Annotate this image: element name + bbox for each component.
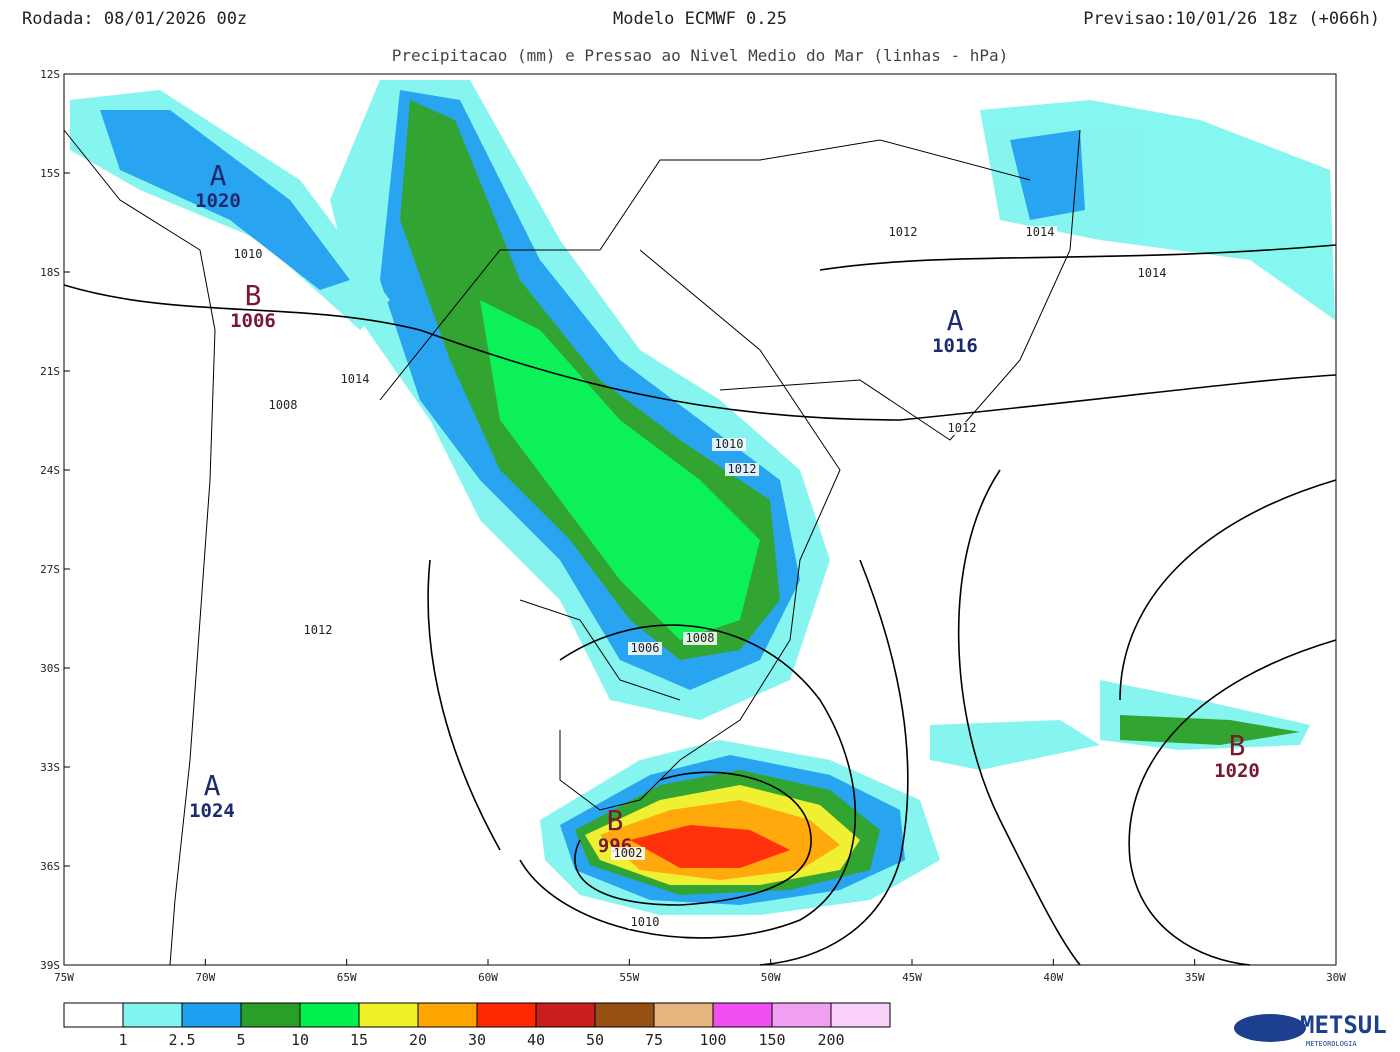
colorbar-swatch (594, 1002, 655, 1028)
lon-label: 35W (1185, 971, 1205, 984)
isobar-label-bg (231, 248, 265, 261)
colorbar-label: 50 (586, 1031, 604, 1049)
lat-label: 39S (40, 959, 60, 972)
lat-label: 18S (40, 266, 60, 279)
colorbar-swatch (358, 1002, 419, 1028)
run-label: Rodada: 08/01/2026 00z (22, 9, 247, 29)
lat-label: 15S (40, 167, 60, 180)
isobar-label: 1010 (631, 915, 660, 929)
lon-label: 45W (902, 971, 922, 984)
isobar-label-bg (301, 624, 335, 637)
colorbar-swatch (830, 1002, 891, 1028)
isobar-label-bg (945, 422, 979, 435)
isobar-label: 1012 (889, 225, 918, 239)
isobar-label-bg (266, 399, 300, 412)
pressure-center-letter: A (210, 159, 227, 192)
lon-label: 65W (337, 971, 357, 984)
lon-label: 40W (1043, 971, 1063, 984)
boundaries (63, 129, 1081, 966)
colorbar-label: 40 (527, 1031, 545, 1049)
colorbar-swatch (63, 1002, 124, 1028)
isobar-label: 1012 (304, 623, 333, 637)
isobar-label: 1014 (1026, 225, 1055, 239)
lat-label: 24S (40, 464, 60, 477)
pressure-center-letter: A (204, 769, 221, 802)
isobar-label: 1010 (715, 437, 744, 451)
lon-label: 50W (761, 971, 781, 984)
isobar-label: 1014 (1138, 266, 1167, 280)
model-label: Modelo ECMWF 0.25 (613, 9, 787, 29)
colorbar-swatch (771, 1002, 832, 1028)
lat-label: 30S (40, 662, 60, 675)
lon-label: 30W (1326, 971, 1346, 984)
colorbar-swatch (417, 1002, 478, 1028)
colorbar-swatch (476, 1002, 537, 1028)
isobar-label: 1008 (269, 398, 298, 412)
colorbar-swatch (240, 1002, 301, 1028)
isobar-label: 1012 (728, 462, 757, 476)
isobar-label-bg (712, 438, 746, 451)
isobar-label-bg (1135, 267, 1169, 280)
lon-label: 70W (195, 971, 215, 984)
colorbar: 1 2.5 5 10 15 20 30 40 50 75 100 150 200 (63, 1002, 891, 1049)
logo-name: METSUL (1300, 1011, 1387, 1039)
colorbar-swatch (122, 1002, 183, 1028)
isobar-label-bg (683, 632, 717, 645)
logo-tagline: METEOROLOGIA (1306, 1040, 1357, 1048)
isobar-label: 1010 (234, 247, 263, 261)
colorbar-label: 75 (645, 1031, 663, 1049)
lon-label: 60W (478, 971, 498, 984)
colorbar-swatch (653, 1002, 714, 1028)
isobar-label: 1002 (614, 846, 643, 860)
precipitation (70, 80, 1335, 915)
isobar-label-bg (1023, 226, 1057, 239)
pressure-center-letter: B (607, 804, 624, 837)
lat-label: 12S (40, 68, 60, 81)
forecast-label: Previsao:10/01/26 18z (+066h) (1083, 9, 1380, 29)
lon-label: 55W (619, 971, 639, 984)
colorbar-label: 1 (118, 1031, 127, 1049)
colorbar-label: 5 (236, 1031, 245, 1049)
isobar-label-bg (628, 642, 662, 655)
pressure-center-value: 1016 (932, 335, 978, 357)
lon-label: 75W (54, 971, 74, 984)
isobar-label-bg (338, 373, 372, 386)
pressure-center-value: 1006 (230, 310, 276, 332)
colorbar-label: 30 (468, 1031, 486, 1049)
lat-label: 27S (40, 563, 60, 576)
colorbar-label: 100 (699, 1031, 726, 1049)
colorbar-label: 150 (758, 1031, 785, 1049)
lat-label: 21S (40, 365, 60, 378)
isobar-label: 1012 (948, 421, 977, 435)
pressure-center-letter: B (245, 279, 262, 312)
colorbar-label: 20 (409, 1031, 427, 1049)
pressure-center-letter: B (1229, 729, 1246, 762)
pressure-center-value: 1024 (189, 800, 235, 822)
colorbar-swatch (535, 1002, 596, 1028)
isobar-label: 1014 (341, 372, 370, 386)
colorbar-label: 200 (817, 1031, 844, 1049)
isobar-label-bg (628, 916, 662, 929)
isobars (63, 244, 1337, 966)
colorbar-swatch (299, 1002, 360, 1028)
subtitle: Precipitacao (mm) e Pressao ao Nivel Med… (392, 46, 1009, 65)
colorbar-label: 15 (350, 1031, 368, 1049)
isobar-label-bg (725, 463, 759, 476)
lat-label: 36S (40, 860, 60, 873)
isobar-label-bg (886, 226, 920, 239)
pressure-center-value: 1020 (1214, 760, 1260, 782)
colorbar-swatch (181, 1002, 242, 1028)
isobar-label: 1008 (686, 631, 715, 645)
logo: METSUL METEOROLOGIA (1234, 1011, 1387, 1048)
colorbar-label: 2.5 (168, 1031, 195, 1049)
lat-label: 33S (40, 761, 60, 774)
pressure-center-value: 1020 (195, 190, 241, 212)
colorbar-swatch (712, 1002, 773, 1028)
pressure-center-letter: A (947, 304, 964, 337)
isobar-label-bg (611, 847, 645, 860)
colorbar-label: 10 (291, 1031, 309, 1049)
isobar-label: 1006 (631, 641, 660, 655)
